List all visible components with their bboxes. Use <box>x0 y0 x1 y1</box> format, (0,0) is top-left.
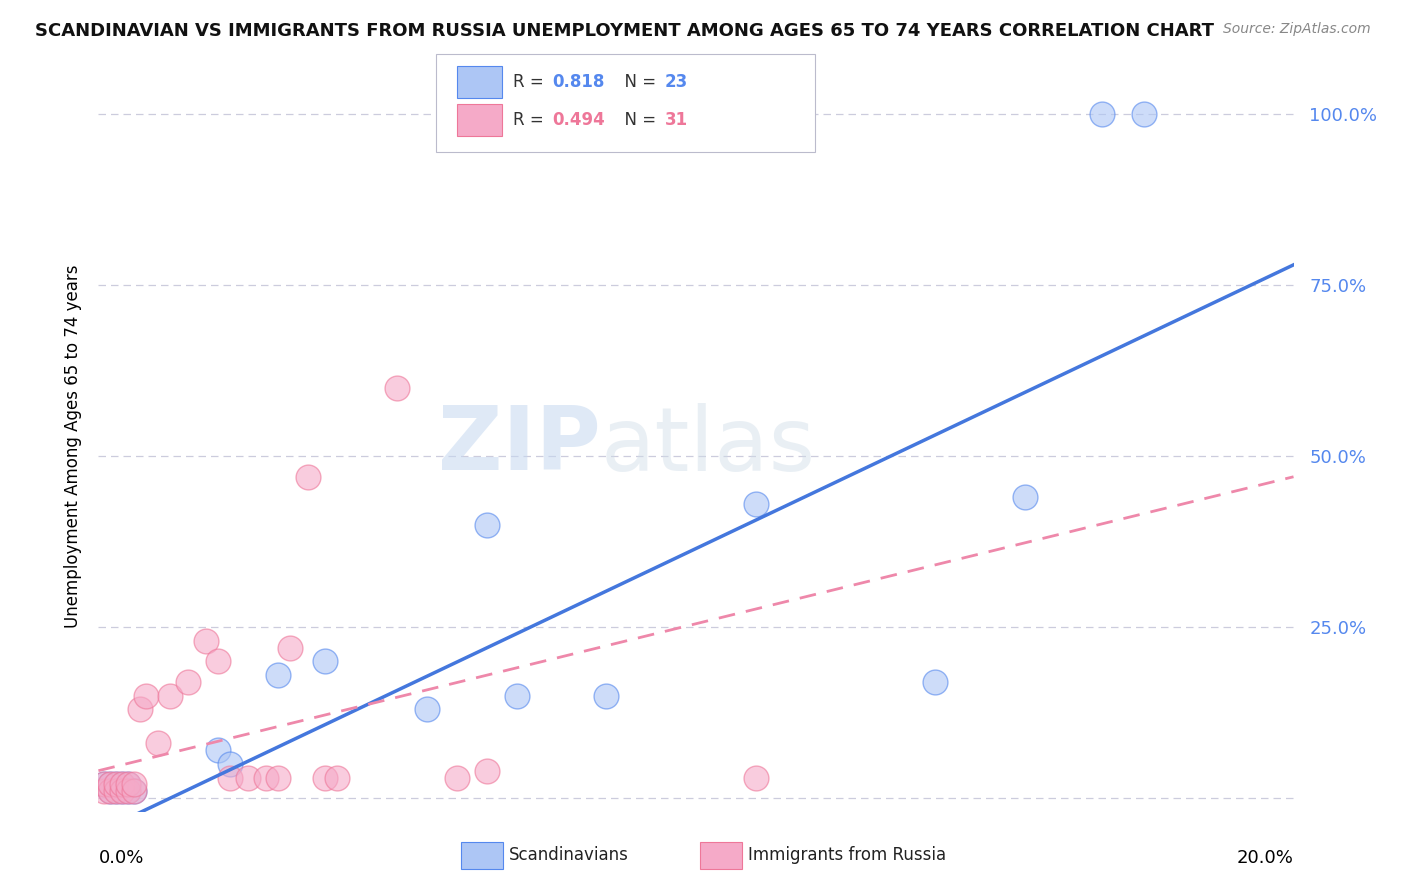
Point <box>93 784 115 798</box>
Text: 0.0%: 0.0% <box>98 849 143 867</box>
Point <box>117 777 139 791</box>
Point <box>111 784 134 798</box>
Point <box>124 784 146 798</box>
Point <box>98 777 122 791</box>
Text: 0.818: 0.818 <box>553 73 605 91</box>
Point <box>236 771 259 785</box>
Point <box>219 756 242 771</box>
Point <box>111 777 134 791</box>
Text: Scandinavians: Scandinavians <box>509 847 628 864</box>
Point <box>506 689 529 703</box>
Point <box>159 689 181 703</box>
Text: 20.0%: 20.0% <box>1237 849 1294 867</box>
Point <box>475 764 498 778</box>
Y-axis label: Unemployment Among Ages 65 to 74 years: Unemployment Among Ages 65 to 74 years <box>63 264 82 628</box>
Point <box>124 784 146 798</box>
Point <box>924 674 946 689</box>
Text: atlas: atlas <box>600 402 815 490</box>
Text: 0.494: 0.494 <box>553 112 606 129</box>
Point <box>297 469 319 483</box>
Point <box>98 784 122 798</box>
Text: Immigrants from Russia: Immigrants from Russia <box>748 847 946 864</box>
Point <box>111 784 134 798</box>
Point <box>177 674 200 689</box>
Point <box>1133 107 1156 121</box>
Point <box>207 743 229 757</box>
Text: 31: 31 <box>665 112 688 129</box>
Point <box>129 702 152 716</box>
Text: 23: 23 <box>665 73 689 91</box>
Point <box>105 784 128 798</box>
Point <box>105 777 128 791</box>
Point <box>595 689 617 703</box>
Point <box>105 784 128 798</box>
Point <box>267 668 290 682</box>
Point <box>93 777 115 791</box>
Point <box>745 771 768 785</box>
Point <box>315 654 337 668</box>
Point <box>267 771 290 785</box>
Point <box>93 777 115 791</box>
Point <box>148 736 170 750</box>
Point <box>315 771 337 785</box>
Text: R =: R = <box>513 73 550 91</box>
Point <box>254 771 277 785</box>
Point <box>124 777 146 791</box>
Point <box>195 633 218 648</box>
Point <box>207 654 229 668</box>
Point <box>446 771 468 785</box>
Point <box>385 381 409 395</box>
Point <box>326 771 349 785</box>
Point <box>1091 107 1114 121</box>
Point <box>117 784 139 798</box>
Text: N =: N = <box>614 73 662 91</box>
Point <box>416 702 439 716</box>
Point <box>98 784 122 798</box>
Point <box>135 689 157 703</box>
Point <box>111 777 134 791</box>
Point <box>475 517 498 532</box>
Point <box>117 777 139 791</box>
Text: ZIP: ZIP <box>437 402 600 490</box>
Point <box>745 497 768 511</box>
Point <box>1014 490 1036 504</box>
Point <box>278 640 301 655</box>
Point <box>219 771 242 785</box>
Point <box>98 777 122 791</box>
Text: N =: N = <box>614 112 662 129</box>
Text: SCANDINAVIAN VS IMMIGRANTS FROM RUSSIA UNEMPLOYMENT AMONG AGES 65 TO 74 YEARS CO: SCANDINAVIAN VS IMMIGRANTS FROM RUSSIA U… <box>35 22 1215 40</box>
Text: R =: R = <box>513 112 550 129</box>
Point <box>117 784 139 798</box>
Text: Source: ZipAtlas.com: Source: ZipAtlas.com <box>1223 22 1371 37</box>
Point <box>105 777 128 791</box>
